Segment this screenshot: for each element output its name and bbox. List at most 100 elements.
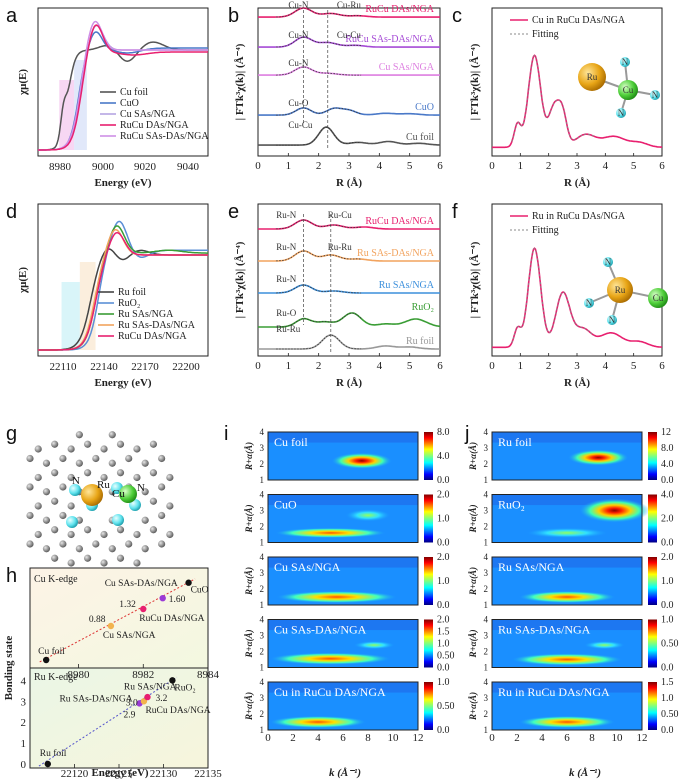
wavelet-x-tick: 2 bbox=[514, 732, 520, 744]
tick-label: 5 bbox=[407, 360, 413, 372]
wavelet-intensity-blob bbox=[270, 716, 366, 728]
wavelet-y-tick: 4 bbox=[484, 552, 489, 562]
tick-label: 1 bbox=[286, 160, 292, 172]
ft-data-series bbox=[492, 247, 662, 349]
ft-e-trace-label: Ru SAs/NGA bbox=[379, 280, 435, 291]
ft-e-fit-series bbox=[276, 250, 362, 262]
xlabel-h: Energy (eV) bbox=[91, 767, 148, 779]
ft-b-trace-label: Cu foil bbox=[406, 132, 434, 143]
wavelet-map-title: Ru SAs/NGA bbox=[498, 560, 565, 574]
plot-d-frame bbox=[37, 203, 209, 357]
point-bottom-value: 2.9 bbox=[123, 710, 135, 720]
ft-b-trace-label: RuCu DAs/NGA bbox=[365, 4, 434, 15]
wavelet-x-tick: 4 bbox=[539, 732, 545, 744]
wavelet-y-tick: 3 bbox=[260, 693, 265, 703]
bonding-state-marks: Cu foil Cu SAs/NGA RuCu DAs/NGA Cu SAs-DAs/… bbox=[21, 578, 222, 779]
legend-a-label: RuCu DAs/NGA bbox=[120, 120, 189, 131]
carbon-atom bbox=[83, 526, 92, 534]
ylabel-c: | FTk³χ(k)| (Å⁻⁴) bbox=[469, 43, 481, 120]
carbon-atom bbox=[92, 540, 100, 548]
colorbar-tick: 2.0 bbox=[437, 490, 450, 501]
wavelet-band bbox=[492, 557, 642, 568]
wavelet-map-title: Cu in RuCu DAs/NGA bbox=[274, 685, 386, 699]
panel-g: g N Ru Cu N bbox=[6, 423, 174, 567]
colorbar bbox=[648, 682, 657, 730]
carbon-atom bbox=[100, 445, 108, 453]
wavelet-intensity-blob bbox=[276, 591, 397, 603]
colorbar-tick: 0.0 bbox=[661, 663, 674, 674]
panel-letter-c: c bbox=[452, 5, 462, 27]
carbon-atom bbox=[26, 511, 34, 520]
ticks-e: 0 1 2 3 4 5 6 bbox=[255, 353, 443, 372]
xanes-a-series-3 bbox=[38, 20, 208, 151]
cu-atom bbox=[648, 288, 668, 308]
ft-e-annotation: Ru-N bbox=[276, 274, 297, 284]
carbon-atom bbox=[83, 469, 92, 477]
point-bottom bbox=[144, 693, 151, 701]
colorbar bbox=[424, 619, 433, 668]
ft-b-annotation: Cu-N bbox=[288, 0, 309, 10]
wavelet-map-title: Cu foil bbox=[274, 435, 308, 449]
wavelet-intensity-blob bbox=[331, 452, 392, 469]
point-top-label: RuCu DAs/NGA bbox=[139, 614, 204, 624]
wavelet-map-title: Cu SAs-DAs/NGA bbox=[274, 623, 367, 637]
ru-label: Ru bbox=[97, 479, 110, 491]
point-bottom-label: Ru SAs-DAs/NGA bbox=[59, 694, 132, 704]
tick-a-x4: 9040 bbox=[177, 161, 200, 173]
n-atom bbox=[603, 257, 613, 267]
wavelet-y-tick: 1 bbox=[484, 538, 489, 548]
point-top-label: Cu foil bbox=[38, 646, 65, 657]
wavelet-y-tick: 2 bbox=[484, 709, 489, 719]
tick-d-x4: 22200 bbox=[172, 361, 200, 373]
panel-j: j Ru foil1234R+α(Å)128.04.00.0RuO₂1234R+… bbox=[464, 423, 679, 779]
colorbar-tick: 2.0 bbox=[437, 615, 450, 626]
carbon-atom bbox=[141, 488, 149, 496]
wavelet-x-tick: 4 bbox=[315, 732, 321, 744]
carbon-atom bbox=[34, 445, 42, 453]
point-bottom bbox=[140, 698, 148, 705]
panel-letter-a: a bbox=[6, 5, 18, 27]
wavelet-y-tick: 2 bbox=[484, 459, 489, 469]
ft-e-annotation: Ru-Cu bbox=[328, 210, 353, 220]
xanes-a-series-4 bbox=[38, 24, 208, 151]
carbon-atom bbox=[108, 545, 116, 553]
colorbar-tick: 0.0 bbox=[437, 475, 450, 486]
legend-a-label: CuO bbox=[120, 98, 139, 109]
carbon-atom bbox=[42, 459, 51, 467]
carbon-atom bbox=[116, 526, 125, 534]
tick-d-x2: 22140 bbox=[90, 361, 118, 373]
wavelet-y-tick: 4 bbox=[484, 615, 489, 625]
graphene-lattice bbox=[26, 431, 174, 567]
carbon-atom bbox=[51, 469, 59, 477]
n-atom-label-3: N bbox=[618, 108, 625, 118]
point-bottom-label: RuO₂ bbox=[174, 683, 195, 693]
carbon-atom bbox=[116, 469, 125, 477]
ft-e-annotation: Ru-N bbox=[276, 210, 297, 220]
tick-label: 2 bbox=[546, 160, 552, 172]
legend-d-label: RuO₂ bbox=[118, 298, 140, 309]
fit-line-bottom bbox=[38, 676, 178, 767]
panel-letter-g: g bbox=[6, 423, 17, 445]
xlabel-b: R (Å) bbox=[336, 177, 362, 189]
ru-atom bbox=[81, 484, 103, 506]
wavelet-y-tick: 2 bbox=[260, 584, 265, 594]
ft-e-trace-label: RuCu DAs/NGA bbox=[365, 216, 434, 227]
tick-label: 2 bbox=[546, 360, 552, 372]
wavelet-y-tick: 2 bbox=[484, 584, 489, 594]
colorbar-tick: 8.0 bbox=[661, 443, 674, 454]
wavelet-y-label: R+α(Å) bbox=[244, 629, 254, 658]
wavelet-x-tick: 8 bbox=[589, 732, 595, 744]
colorbar-tick: 4.0 bbox=[437, 451, 450, 462]
carbon-atom bbox=[125, 540, 133, 548]
wavelet-frame bbox=[267, 619, 419, 668]
tick-label: 22135 bbox=[194, 768, 222, 779]
wavelet-y-tick: 3 bbox=[260, 568, 265, 578]
point-bottom-label: Ru foil bbox=[40, 748, 67, 759]
n-atom bbox=[650, 90, 660, 100]
point-top bbox=[185, 579, 192, 586]
edge-highlight bbox=[59, 80, 75, 150]
carbon-atom bbox=[83, 440, 92, 448]
carbon-atom bbox=[34, 530, 42, 539]
tick-label: 2 bbox=[316, 160, 322, 172]
